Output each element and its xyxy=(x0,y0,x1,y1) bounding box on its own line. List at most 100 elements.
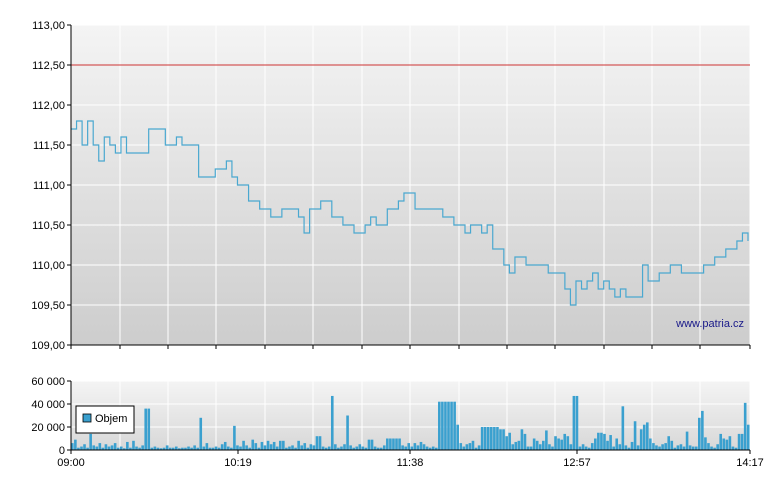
volume-bar xyxy=(642,424,646,450)
volume-bar xyxy=(444,401,447,450)
volume-bar xyxy=(113,443,117,450)
legend-label: Objem xyxy=(95,413,127,425)
volume-bar xyxy=(713,447,716,450)
price-y-tick-label: 112,50 xyxy=(32,60,65,72)
volume-bar xyxy=(144,408,148,450)
volume-bar xyxy=(208,447,212,450)
volume-bars xyxy=(71,395,750,450)
volume-bar xyxy=(673,447,677,450)
volume-bar xyxy=(398,438,401,450)
volume-bar xyxy=(413,443,417,450)
volume-bar xyxy=(740,433,744,450)
volume-bar xyxy=(89,433,92,450)
volume-bar xyxy=(389,438,392,450)
volume-bar xyxy=(554,436,557,450)
volume-bar xyxy=(590,443,594,450)
volume-bar xyxy=(557,438,560,450)
volume-bar xyxy=(508,432,511,450)
volume-bar xyxy=(361,446,365,450)
volume-bar xyxy=(303,443,307,450)
volume-bar xyxy=(746,424,750,450)
volume-bar xyxy=(419,441,423,450)
volume-bar xyxy=(523,433,527,450)
volume-bar xyxy=(327,446,331,450)
volume-bar xyxy=(569,444,573,450)
volume-bar xyxy=(83,444,86,450)
volume-bar xyxy=(661,444,664,450)
volume-bar xyxy=(603,433,606,450)
volume-bar xyxy=(428,447,432,450)
volume-bar xyxy=(658,446,661,450)
volume-bar xyxy=(132,440,135,450)
volume-x-axis: 09:00 10:19 11:38 12:57 14:17 xyxy=(57,450,764,469)
volume-bar xyxy=(636,445,640,450)
volume-bar xyxy=(337,447,340,450)
volume-bar xyxy=(294,447,297,450)
volume-bar xyxy=(538,444,542,450)
x-tick-label: 10:19 xyxy=(224,457,252,469)
volume-bar xyxy=(462,446,466,450)
volume-bar xyxy=(193,445,196,450)
volume-bar xyxy=(698,417,701,450)
volume-bar xyxy=(288,446,291,450)
volume-bar xyxy=(581,444,585,450)
volume-bar xyxy=(306,447,310,450)
volume-bar xyxy=(278,440,282,450)
volume-bar xyxy=(701,410,704,450)
legend-swatch xyxy=(82,413,92,423)
volume-bar xyxy=(254,443,258,450)
volume-bar xyxy=(129,447,132,450)
volume-bar xyxy=(318,436,322,450)
volume-bar xyxy=(627,447,631,450)
volume-y-tick-label: 0 xyxy=(59,445,65,457)
volume-bar xyxy=(135,446,138,450)
volume-bar xyxy=(612,446,615,450)
volume-bar xyxy=(211,447,215,450)
volume-bar xyxy=(156,447,160,450)
volume-bar xyxy=(453,401,456,450)
volume-bar xyxy=(77,447,80,450)
volume-bar xyxy=(600,432,603,450)
volume-y-axis: 60 000 40 000 20 000 0 xyxy=(31,376,71,457)
x-tick-label: 11:38 xyxy=(397,457,424,469)
volume-bar xyxy=(159,448,163,450)
volume-bar xyxy=(346,415,349,450)
volume-bar xyxy=(312,445,316,450)
volume-bar xyxy=(138,447,141,450)
volume-bar xyxy=(499,429,502,450)
volume-bar xyxy=(223,441,227,450)
volume-bar xyxy=(618,444,622,450)
volume-bar xyxy=(520,429,524,450)
volume-bar xyxy=(205,443,209,450)
volume-bar xyxy=(624,445,628,450)
volume-bar xyxy=(334,444,337,450)
volume-bar xyxy=(425,446,429,450)
volume-bar xyxy=(214,446,218,450)
volume-bar xyxy=(386,438,389,450)
volume-bar xyxy=(548,444,551,450)
volume-bar xyxy=(220,444,224,450)
volume-bar xyxy=(434,447,438,450)
x-tick-label: 09:00 xyxy=(57,457,85,469)
volume-bar xyxy=(664,443,667,450)
volume-bar xyxy=(529,446,533,450)
volume-bar xyxy=(95,446,99,450)
volume-bar xyxy=(483,427,487,450)
volume-bar xyxy=(272,441,276,450)
volume-bar xyxy=(171,447,175,450)
volume-bar xyxy=(184,447,187,450)
volume-bar xyxy=(743,402,747,450)
volume-bar xyxy=(199,417,203,450)
volume-bar xyxy=(74,439,77,450)
volume-bar xyxy=(86,447,89,450)
price-y-tick-label: 110,50 xyxy=(32,220,65,232)
volume-bar xyxy=(71,443,74,450)
volume-y-tick-label: 20 000 xyxy=(31,422,65,434)
volume-bar xyxy=(321,446,325,450)
volume-bar xyxy=(652,443,655,450)
volume-bar xyxy=(526,446,530,450)
volume-bar xyxy=(376,447,380,450)
volume-bar xyxy=(190,447,193,450)
volume-bar xyxy=(725,439,729,450)
volume-bar xyxy=(486,427,490,450)
